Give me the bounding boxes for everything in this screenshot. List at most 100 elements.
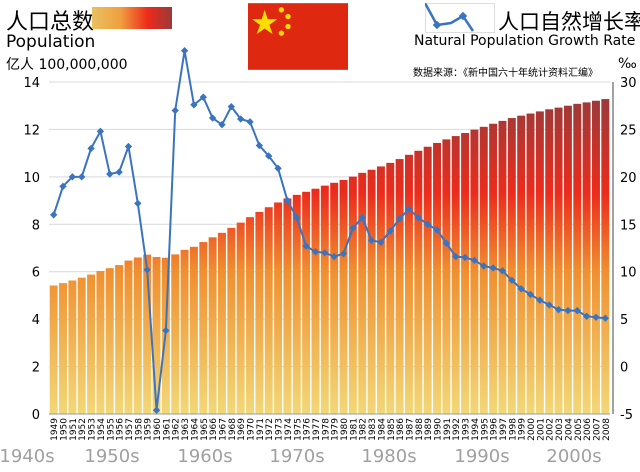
year-label: 1969: [237, 418, 247, 441]
population-bar: [59, 283, 67, 414]
growth-rate-point: [470, 256, 479, 265]
decade-label: 1990s: [454, 446, 509, 467]
population-bar: [49, 285, 58, 414]
decade-label: 1950s: [84, 446, 139, 467]
growth-rate-point: [498, 267, 507, 275]
growth-rate-point: [452, 252, 460, 261]
data-source: 数据来源：《新中国六十年统计资料汇编》: [413, 68, 598, 79]
growth-rate-point: [461, 253, 469, 262]
growth-unit: ‰: [618, 56, 637, 72]
year-label: 1974: [284, 418, 294, 441]
year-label: 1995: [480, 418, 490, 441]
population-bar: [405, 154, 413, 414]
year-label: 1962: [172, 418, 182, 441]
population-bar: [283, 198, 292, 414]
year-label: 1982: [359, 418, 369, 441]
year-label: 1971: [256, 418, 266, 441]
population-bar: [563, 105, 572, 414]
growth-rate-point: [592, 313, 600, 321]
growth-rate-point: [302, 242, 310, 250]
growth-rate-point: [582, 312, 591, 320]
growth-rate-point: [246, 118, 254, 126]
population-bar: [274, 202, 283, 414]
population-bar: [302, 191, 311, 414]
population-bar: [601, 99, 610, 415]
growth-rate-point: [414, 213, 423, 222]
population-bar: [133, 257, 142, 414]
growth-rate-point: [573, 306, 581, 315]
year-label: 1978: [321, 418, 331, 441]
growth-legend-en: Natural Population Growth Rate: [414, 33, 636, 49]
population-bar: [339, 179, 348, 414]
population-bar: [451, 136, 460, 414]
population-bar: [227, 227, 236, 414]
population-bar: [152, 257, 161, 414]
year-label: 1953: [88, 418, 98, 441]
decade-label: 1980s: [361, 446, 416, 467]
population-bar: [105, 268, 114, 414]
growth-rate-point: [554, 305, 563, 314]
year-label: 2000: [527, 418, 537, 441]
growth-rate-point: [339, 250, 348, 258]
population-bar: [124, 260, 133, 414]
year-label: 1984: [377, 418, 387, 441]
growth-rate-point: [489, 264, 497, 272]
population-bar: [208, 237, 217, 414]
population-bar: [199, 242, 208, 414]
year-label: 1997: [499, 418, 509, 441]
population-bar: [330, 182, 339, 414]
right-tick-label: 15: [620, 218, 637, 233]
population-bar: [573, 103, 582, 415]
population-bar: [246, 217, 254, 414]
population-bar: [96, 271, 105, 414]
year-label: 1985: [387, 418, 397, 441]
year-label: 1951: [69, 418, 79, 441]
growth-rate-point: [349, 224, 357, 232]
right-tick-label: 20: [620, 171, 637, 186]
population-unit: 亿人 100,000,000: [6, 57, 128, 73]
year-label: 2001: [536, 418, 546, 441]
year-label: 1987: [405, 418, 415, 441]
population-bar: [433, 142, 441, 414]
year-label: 1992: [452, 418, 462, 441]
population-bar: [77, 277, 86, 414]
population-bar: [189, 246, 198, 414]
growth-rate-point: [536, 296, 544, 304]
year-label: 1973: [275, 418, 285, 441]
population-legend-en: Population: [6, 32, 96, 52]
growth-rate-point: [601, 314, 610, 322]
left-tick-label: 0: [32, 408, 40, 423]
growth-rate-point: [386, 227, 394, 235]
year-label: 1990: [434, 418, 444, 441]
year-label: 1950: [60, 418, 70, 441]
year-label: 2002: [546, 418, 556, 441]
year-label: 1955: [106, 418, 116, 441]
growth-legend-line-icon: [425, 3, 495, 33]
year-label: 1968: [228, 418, 238, 441]
right-tick-label: 25: [620, 123, 637, 138]
population-bar: [545, 109, 554, 415]
growth-rate-point: [134, 199, 142, 208]
growth-rate-point: [87, 144, 95, 153]
population-bar: [517, 115, 526, 414]
growth-rate-point: [265, 152, 273, 160]
year-label: 1949: [50, 418, 60, 441]
population-bar: [311, 188, 320, 414]
year-label: 1983: [368, 418, 378, 441]
growth-legend-cn: 人口自然增长率: [498, 10, 640, 34]
year-label: 1967: [218, 418, 228, 441]
left-tick-label: 12: [23, 123, 40, 138]
left-tick-label: 8: [32, 218, 40, 233]
year-label: 1954: [97, 418, 107, 441]
growth-rate-point: [59, 182, 67, 191]
population-bar: [535, 111, 544, 415]
population-bar: [507, 118, 516, 414]
decade-label: 2000s: [546, 446, 601, 467]
growth-rate-point: [180, 47, 189, 55]
growth-rate-point: [236, 115, 245, 123]
year-label: 1988: [415, 418, 425, 441]
population-legend-swatch: [92, 7, 172, 29]
growth-rate-point: [227, 102, 236, 111]
year-label: 2003: [555, 418, 565, 441]
